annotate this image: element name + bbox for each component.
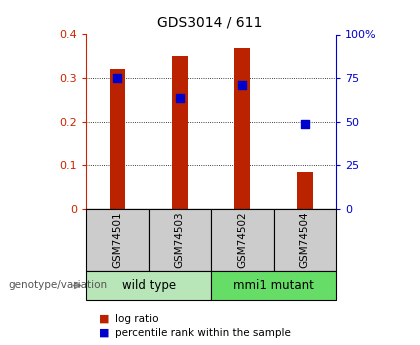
Text: GSM74503: GSM74503 xyxy=(175,211,185,268)
Point xyxy=(114,75,121,81)
Bar xyxy=(273,209,336,271)
Text: GSM74501: GSM74501 xyxy=(112,211,122,268)
Text: percentile rank within the sample: percentile rank within the sample xyxy=(115,328,291,338)
Text: log ratio: log ratio xyxy=(115,314,158,324)
Text: GSM74504: GSM74504 xyxy=(300,211,310,268)
Bar xyxy=(172,56,188,209)
Point xyxy=(176,95,183,100)
Bar xyxy=(234,48,250,209)
Point xyxy=(239,82,246,87)
Text: wild type: wild type xyxy=(121,279,176,292)
Bar xyxy=(86,209,149,271)
Text: ■: ■ xyxy=(99,328,109,338)
Text: mmi1 mutant: mmi1 mutant xyxy=(233,279,314,292)
Bar xyxy=(211,209,273,271)
Point xyxy=(302,121,308,127)
Bar xyxy=(211,271,336,300)
Bar xyxy=(110,69,125,209)
Text: ■: ■ xyxy=(99,314,109,324)
Bar xyxy=(149,209,211,271)
Text: GSM74502: GSM74502 xyxy=(237,211,247,268)
Text: GDS3014 / 611: GDS3014 / 611 xyxy=(158,16,262,30)
Bar xyxy=(297,172,312,209)
Text: genotype/variation: genotype/variation xyxy=(8,280,108,290)
Bar xyxy=(86,271,211,300)
